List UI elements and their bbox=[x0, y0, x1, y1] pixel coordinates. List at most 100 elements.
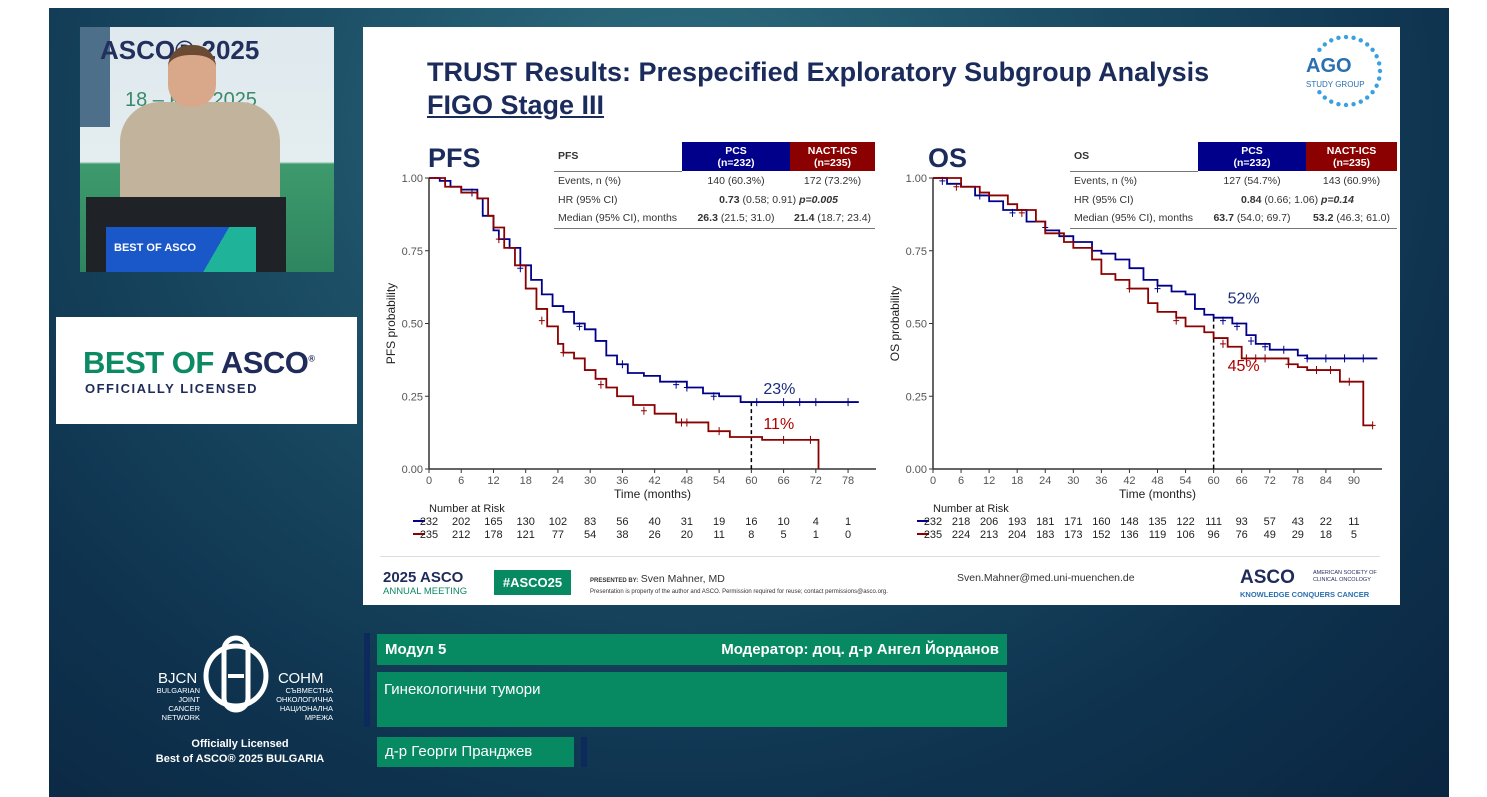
pcs-median: 26.3 (21.5; 31.0) bbox=[682, 209, 790, 229]
os-risk-value: 76 bbox=[1236, 529, 1248, 541]
cohm-abbr: СОНМ bbox=[278, 670, 324, 687]
pcs-header: PCS (n=232) bbox=[682, 142, 790, 171]
os-censor-mark bbox=[1126, 284, 1133, 293]
os-censor-mark bbox=[1360, 354, 1367, 363]
nact-events: 172 (73.2%) bbox=[803, 174, 862, 187]
os-risk-value: 106 bbox=[1176, 529, 1194, 541]
pfs-censor-mark bbox=[812, 398, 819, 407]
asco-society: AMERICAN SOCIETY OF CLINICAL ONCOLOGY bbox=[1313, 570, 1377, 583]
row-label: Median (95% CI), months bbox=[554, 209, 682, 229]
pfs-x-tick-label: 30 bbox=[584, 475, 596, 487]
pfs-x-tick-label: 6 bbox=[458, 475, 464, 487]
hazard-ratio: 0.84 (0.66; 1.06) p=0.14 bbox=[1241, 193, 1354, 206]
best-of-asco-logo: BEST OF ASCO® OFFICIALLY LICENSED bbox=[56, 317, 357, 424]
accent-strip bbox=[364, 633, 370, 727]
ago-dot bbox=[1364, 95, 1370, 100]
os-risk-value: 235 bbox=[924, 529, 942, 541]
row-label: HR (95% CI) bbox=[558, 193, 618, 206]
os-risk-value: 5 bbox=[1351, 529, 1357, 541]
os-y-tick-label: 0.00 bbox=[906, 464, 927, 476]
os-risk-value: 11 bbox=[1348, 516, 1359, 528]
os-y-axis-label: OS probability bbox=[888, 286, 902, 361]
ago-dot bbox=[1370, 89, 1375, 95]
pfs-risk-value: 8 bbox=[748, 529, 754, 541]
asco-logo: ASCO bbox=[1240, 567, 1295, 588]
pfs-censor-mark bbox=[640, 406, 647, 415]
ago-dot bbox=[1376, 76, 1382, 81]
os-censor-mark bbox=[1243, 354, 1250, 363]
asco-tagline: KNOWLEDGE CONQUERS CANCER bbox=[1240, 590, 1370, 599]
speaker-head bbox=[168, 45, 216, 107]
pfs-censor-mark bbox=[673, 380, 680, 389]
pfs-risk-title: Number at Risk bbox=[429, 503, 505, 515]
ago-dot bbox=[1343, 102, 1349, 107]
ago-dot bbox=[1358, 99, 1363, 104]
os-risk-value: 18 bbox=[1320, 529, 1332, 541]
os-risk-value: 181 bbox=[1036, 516, 1054, 528]
pcs-events: 127 (54.7%) bbox=[1223, 174, 1281, 187]
os-risk-value: 218 bbox=[952, 516, 970, 528]
moderator-label: Модератор: доц. д-р Ангел Йорданов bbox=[721, 641, 999, 658]
pfs-risk-value: 165 bbox=[484, 516, 502, 528]
pfs-risk-value: 1 bbox=[845, 516, 851, 528]
os-x-tick-label: 60 bbox=[1208, 475, 1220, 487]
pfs-censor-mark bbox=[678, 418, 685, 427]
presenter-email: Sven.Mahner@med.uni-muenchen.de bbox=[957, 572, 1135, 584]
slide-subtitle: FIGO Stage III bbox=[427, 90, 605, 120]
pfs-risk-value: 56 bbox=[616, 516, 628, 528]
hazard-ratio: 0.73 (0.58; 0.91) p=0.005 bbox=[719, 193, 838, 206]
os-censor-mark bbox=[1018, 208, 1025, 217]
pfs-censor-mark bbox=[780, 435, 787, 444]
os-risk-value: 183 bbox=[1036, 529, 1054, 541]
backdrop-screen bbox=[80, 27, 110, 127]
ago-dot bbox=[1336, 35, 1341, 41]
footer-divider bbox=[380, 556, 1380, 557]
pfs-risk-value: 202 bbox=[452, 516, 470, 528]
row-label: Median (95% CI), months bbox=[1070, 209, 1198, 229]
ago-dot bbox=[1374, 54, 1379, 59]
pfs-y-tick-label: 0.25 bbox=[402, 391, 423, 403]
ago-dot bbox=[1370, 47, 1375, 53]
pfs-x-tick-label: 48 bbox=[681, 475, 693, 487]
ago-dot bbox=[1317, 47, 1322, 53]
pfs-x-tick-label: 36 bbox=[616, 475, 628, 487]
os-censor-mark bbox=[1009, 208, 1016, 217]
pfs-x-tick-label: 0 bbox=[426, 475, 432, 487]
nact-median: 21.4 (18.7; 23.4) bbox=[790, 209, 876, 229]
pfs-censor-mark bbox=[597, 380, 604, 389]
os-risk-value: 152 bbox=[1092, 529, 1110, 541]
os-censor-mark bbox=[1280, 345, 1287, 354]
module-label: Модул 5 bbox=[385, 641, 447, 658]
pfs-x-tick-label: 42 bbox=[649, 475, 661, 487]
os-x-tick-label: 72 bbox=[1264, 475, 1276, 487]
pfs-landmark-annotation: 11% bbox=[763, 416, 794, 433]
pfs-risk-value: 83 bbox=[584, 516, 596, 528]
pfs-x-tick-label: 24 bbox=[552, 475, 564, 487]
table-header: OS bbox=[1070, 142, 1198, 172]
ago-dot bbox=[1343, 35, 1349, 40]
pfs-risk-value: 20 bbox=[681, 529, 693, 541]
os-risk-title: Number at Risk bbox=[933, 503, 1009, 515]
ago-logo-ring-icon bbox=[1317, 35, 1383, 107]
os-risk-value: 96 bbox=[1208, 529, 1220, 541]
pfs-risk-value: 19 bbox=[713, 516, 725, 528]
nact-header: NACT-ICS (n=235) bbox=[790, 142, 876, 171]
os-curve-nact-ics bbox=[933, 177, 1373, 427]
ago-dot bbox=[1317, 89, 1322, 95]
pfs-risk-value: 11 bbox=[713, 529, 724, 541]
pfs-risk-value: 10 bbox=[777, 516, 789, 528]
pfs-risk-value: 130 bbox=[517, 516, 535, 528]
pfs-censor-mark bbox=[560, 348, 567, 357]
os-censor-mark bbox=[1219, 339, 1226, 348]
pfs-curve-pcs bbox=[429, 177, 859, 403]
hashtag-badge: #ASCO25 bbox=[494, 570, 571, 595]
pfs-risk-value: 77 bbox=[552, 529, 564, 541]
pfs-censor-mark bbox=[495, 235, 502, 244]
km-plots: 0.000.250.500.751.000 6 12 18 24 30 36 42 48 54 60… bbox=[384, 173, 1382, 541]
os-censor-mark bbox=[1262, 342, 1269, 351]
os-x-tick-label: 84 bbox=[1320, 475, 1332, 487]
os-x-tick-label: 30 bbox=[1067, 475, 1079, 487]
pfs-censor-mark bbox=[796, 398, 803, 407]
os-landmark-annotation: 45% bbox=[1228, 358, 1260, 375]
slide-title: TRUST Results: Prespecified Exploratory … bbox=[427, 57, 1210, 87]
